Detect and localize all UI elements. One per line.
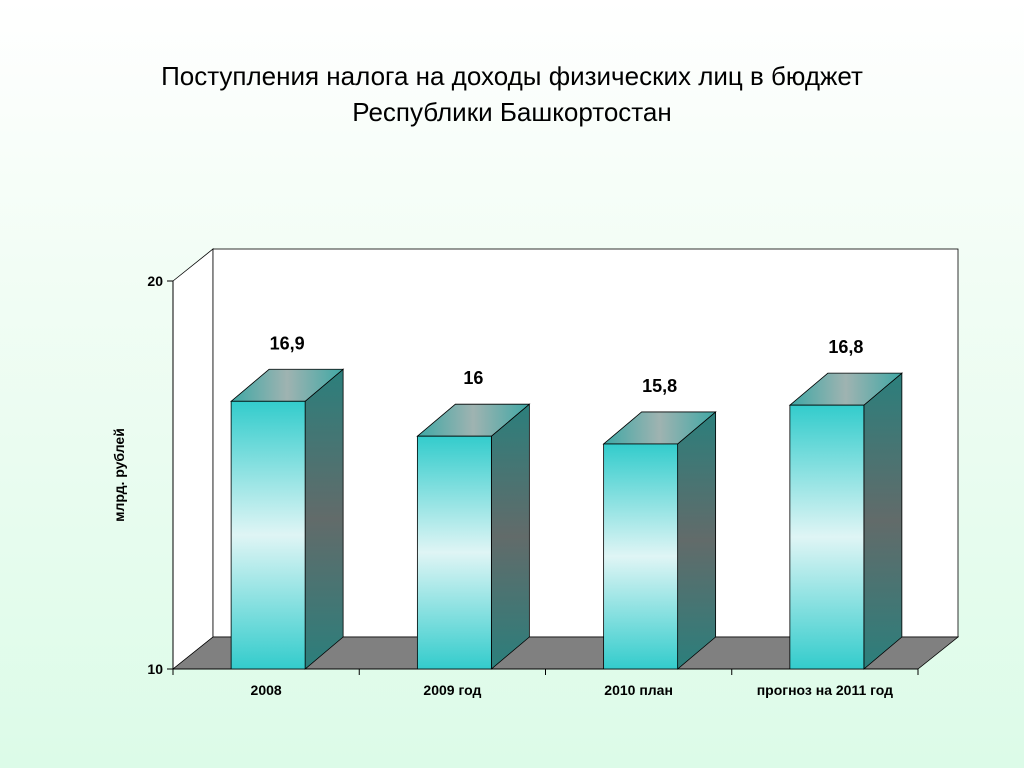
slide-title-line-2: Республики Башкортостан bbox=[352, 97, 672, 127]
bar-side-face bbox=[863, 372, 903, 670]
data-label: 16,9 bbox=[270, 333, 305, 353]
y-tick-label: 10 bbox=[147, 661, 163, 677]
slide-title-line-1: Поступления налога на доходы физических … bbox=[161, 61, 863, 91]
x-category-label: 2010 план bbox=[604, 682, 673, 698]
data-label: 16 bbox=[463, 368, 483, 388]
data-label: 15,8 bbox=[642, 376, 677, 396]
bar-side-face bbox=[490, 403, 530, 670]
bar-front-face bbox=[603, 443, 679, 670]
y-axis-title: млрд. рублей bbox=[111, 428, 127, 522]
bar-side-face bbox=[677, 411, 717, 670]
x-category-label: прогноз на 2011 год bbox=[757, 682, 893, 698]
bar-side-face bbox=[304, 368, 344, 670]
bar-front-face bbox=[230, 400, 306, 670]
y-tick-label: 20 bbox=[147, 273, 163, 289]
data-label: 16,8 bbox=[828, 337, 863, 357]
bar bbox=[230, 368, 345, 670]
bar-front-face bbox=[789, 404, 865, 670]
side-wall bbox=[172, 248, 214, 670]
bar bbox=[602, 411, 717, 670]
chart-labels: 16,9 2008 16 2009 год 15,8 2010 план 16,8 прогн… bbox=[251, 333, 894, 698]
bar bbox=[416, 403, 531, 670]
bar bbox=[788, 372, 903, 670]
chart-bars bbox=[230, 368, 903, 670]
slide-title: Поступления налога на доходы физических … bbox=[0, 58, 1024, 130]
x-category-label: 2009 год bbox=[423, 682, 481, 698]
x-category-label: 2008 bbox=[251, 682, 282, 698]
bar-front-face bbox=[416, 435, 492, 670]
